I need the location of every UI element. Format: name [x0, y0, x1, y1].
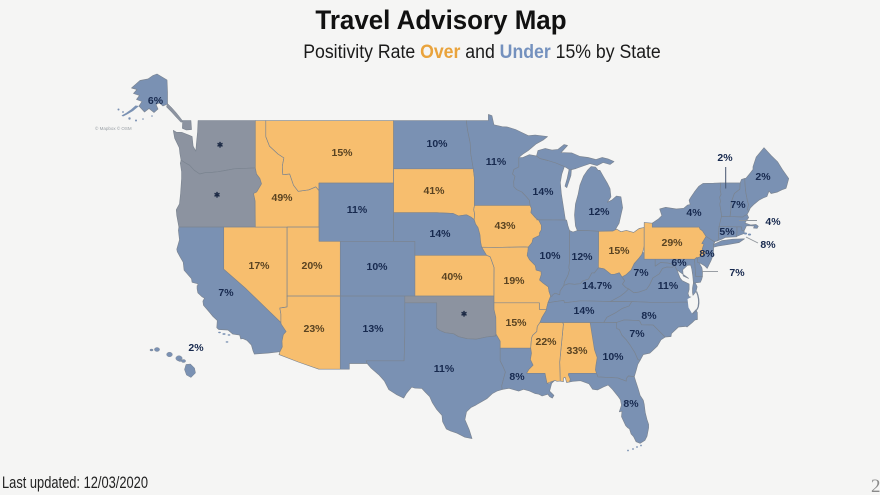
svg-text:4%: 4% [686, 207, 702, 219]
svg-text:12%: 12% [571, 251, 593, 263]
svg-text:6%: 6% [148, 95, 164, 107]
svg-text:14%: 14% [532, 186, 554, 198]
svg-text:22%: 22% [535, 336, 557, 348]
svg-text:8%: 8% [760, 239, 776, 251]
svg-text:2%: 2% [717, 152, 733, 164]
svg-text:7%: 7% [629, 328, 645, 340]
svg-text:10%: 10% [426, 138, 448, 150]
svg-text:7%: 7% [218, 287, 234, 299]
svg-text:2%: 2% [755, 171, 771, 183]
svg-text:15%: 15% [608, 245, 630, 257]
svg-text:14.7%: 14.7% [582, 280, 612, 292]
svg-text:5%: 5% [719, 226, 735, 238]
svg-text:43%: 43% [494, 220, 516, 232]
svg-text:23%: 23% [303, 323, 325, 335]
svg-text:13%: 13% [362, 323, 384, 335]
svg-text:15%: 15% [331, 147, 353, 159]
svg-text:14%: 14% [429, 228, 451, 240]
svg-text:© Mapbox © OSM: © Mapbox © OSM [95, 125, 132, 131]
svg-text:8%: 8% [509, 371, 525, 383]
svg-text:12%: 12% [588, 206, 610, 218]
svg-text:7%: 7% [730, 199, 746, 211]
svg-text:7%: 7% [729, 267, 745, 279]
svg-text:10%: 10% [539, 250, 561, 262]
svg-text:17%: 17% [248, 260, 270, 272]
svg-text:40%: 40% [441, 271, 463, 283]
svg-text:19%: 19% [503, 275, 525, 287]
svg-text:33%: 33% [566, 345, 588, 357]
svg-text:8%: 8% [641, 310, 657, 322]
svg-text:20%: 20% [301, 260, 323, 272]
svg-text:8%: 8% [699, 248, 715, 260]
svg-text:✱: ✱ [217, 141, 224, 150]
svg-text:29%: 29% [661, 237, 683, 249]
svg-text:41%: 41% [423, 185, 445, 197]
svg-text:11%: 11% [434, 363, 455, 375]
svg-text:10%: 10% [366, 261, 388, 273]
svg-text:11%: 11% [347, 204, 368, 216]
svg-text:15%: 15% [505, 317, 527, 329]
svg-text:11%: 11% [486, 156, 507, 168]
svg-text:8%: 8% [623, 398, 639, 410]
svg-text:6%: 6% [671, 257, 687, 269]
svg-text:11%: 11% [658, 280, 679, 292]
svg-text:10%: 10% [602, 351, 624, 363]
svg-text:✱: ✱ [214, 191, 221, 200]
svg-text:7%: 7% [633, 267, 649, 279]
svg-text:14%: 14% [573, 305, 595, 317]
svg-text:4%: 4% [765, 216, 781, 228]
svg-text:49%: 49% [271, 192, 293, 204]
svg-text:2%: 2% [188, 342, 204, 354]
svg-text:✱: ✱ [461, 310, 468, 319]
